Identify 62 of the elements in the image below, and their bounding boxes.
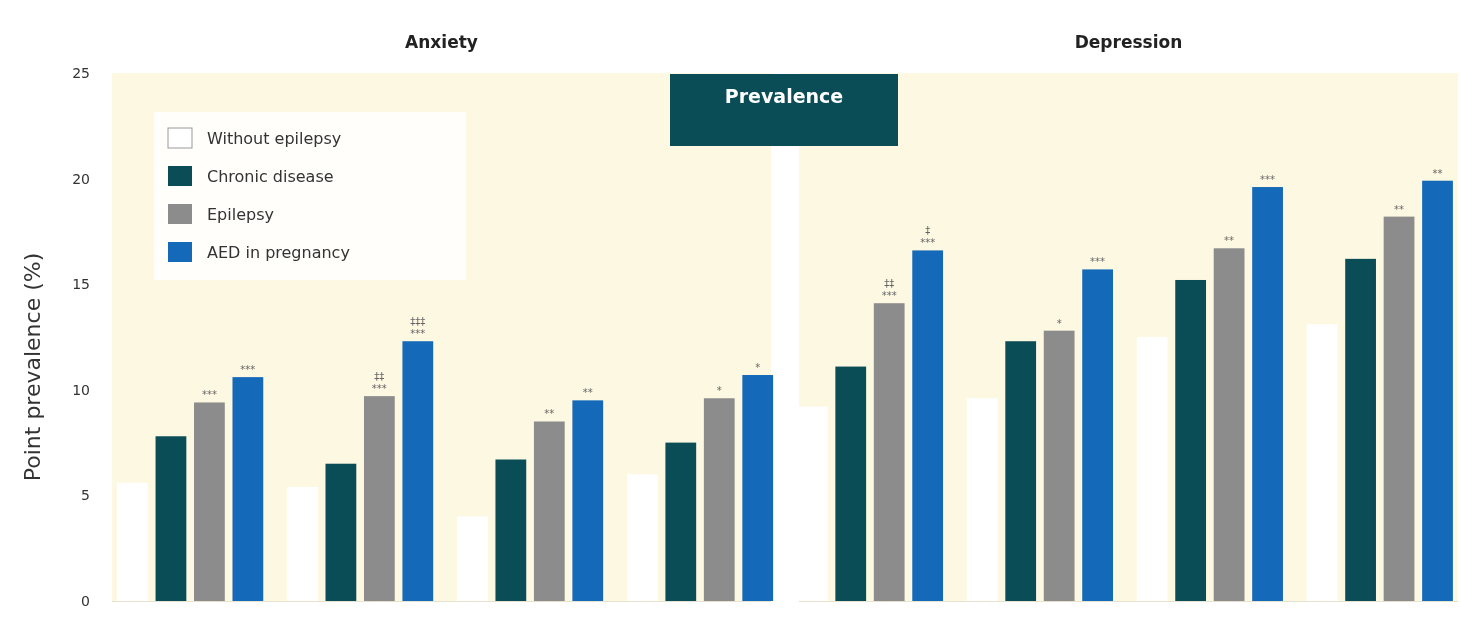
bar xyxy=(1213,248,1245,601)
data-label: * xyxy=(755,362,761,374)
bar xyxy=(742,375,774,601)
data-label: ** xyxy=(544,408,555,420)
y-tick-label: 5 xyxy=(81,487,90,504)
bar xyxy=(363,396,395,601)
y-tick-label: 0 xyxy=(81,593,90,609)
bar xyxy=(1043,330,1075,601)
bar xyxy=(402,341,434,601)
y-tick-label: 20 xyxy=(72,170,90,187)
bar xyxy=(703,398,735,601)
bar xyxy=(117,482,148,601)
bar xyxy=(966,398,998,601)
bar xyxy=(1136,337,1168,601)
bar xyxy=(572,400,604,601)
bar xyxy=(457,516,488,601)
y-axis-title: Point prevalence (%) xyxy=(20,252,45,482)
bar xyxy=(287,486,318,601)
bar xyxy=(796,406,828,601)
data-label: ** xyxy=(582,387,593,399)
data-label: ** xyxy=(1224,235,1235,247)
bar xyxy=(873,303,905,601)
bar xyxy=(325,463,357,601)
bar xyxy=(1345,258,1376,601)
annotation: Prevalence xyxy=(724,85,844,107)
bar xyxy=(1422,180,1453,601)
bar xyxy=(194,402,225,601)
y-tick-label: 15 xyxy=(72,276,90,293)
bar xyxy=(665,442,697,601)
data-label: ‡ *** xyxy=(920,225,936,249)
data-label: ‡‡ *** xyxy=(881,278,897,302)
bar xyxy=(495,459,527,601)
text: Anxiety xyxy=(405,32,478,52)
data-label: *** xyxy=(1260,174,1276,186)
legend-label: Epilepsy xyxy=(207,205,274,224)
bar xyxy=(1306,324,1338,601)
bar xyxy=(1252,187,1283,601)
y-tick-label: 10 xyxy=(72,381,90,398)
data-label: *** xyxy=(1090,256,1106,268)
bar xyxy=(155,436,187,601)
data-label: ‡‡‡ *** xyxy=(410,316,426,340)
bar xyxy=(835,366,867,601)
data-label: *** xyxy=(240,364,256,376)
bar xyxy=(1175,279,1207,601)
bar xyxy=(1005,341,1037,601)
data-label: * xyxy=(716,385,722,397)
legend-label: Without epilepsy xyxy=(207,129,342,148)
data-label: *** xyxy=(201,389,217,401)
legend-label: AED in pregnancy xyxy=(207,243,350,262)
bar xyxy=(626,474,658,601)
data-label: ** xyxy=(1394,203,1405,215)
bar xyxy=(912,250,944,601)
data-label: ‡‡ *** xyxy=(371,371,387,395)
data-label: * xyxy=(1056,317,1062,329)
data-label: ** xyxy=(1432,167,1443,179)
bar xyxy=(1383,216,1415,601)
bar xyxy=(533,421,565,601)
bar xyxy=(232,377,264,601)
text: Depression xyxy=(1074,32,1183,52)
y-tick-label: 25 xyxy=(72,65,90,81)
legend-label: Chronic disease xyxy=(207,167,334,186)
bar xyxy=(1082,269,1113,601)
